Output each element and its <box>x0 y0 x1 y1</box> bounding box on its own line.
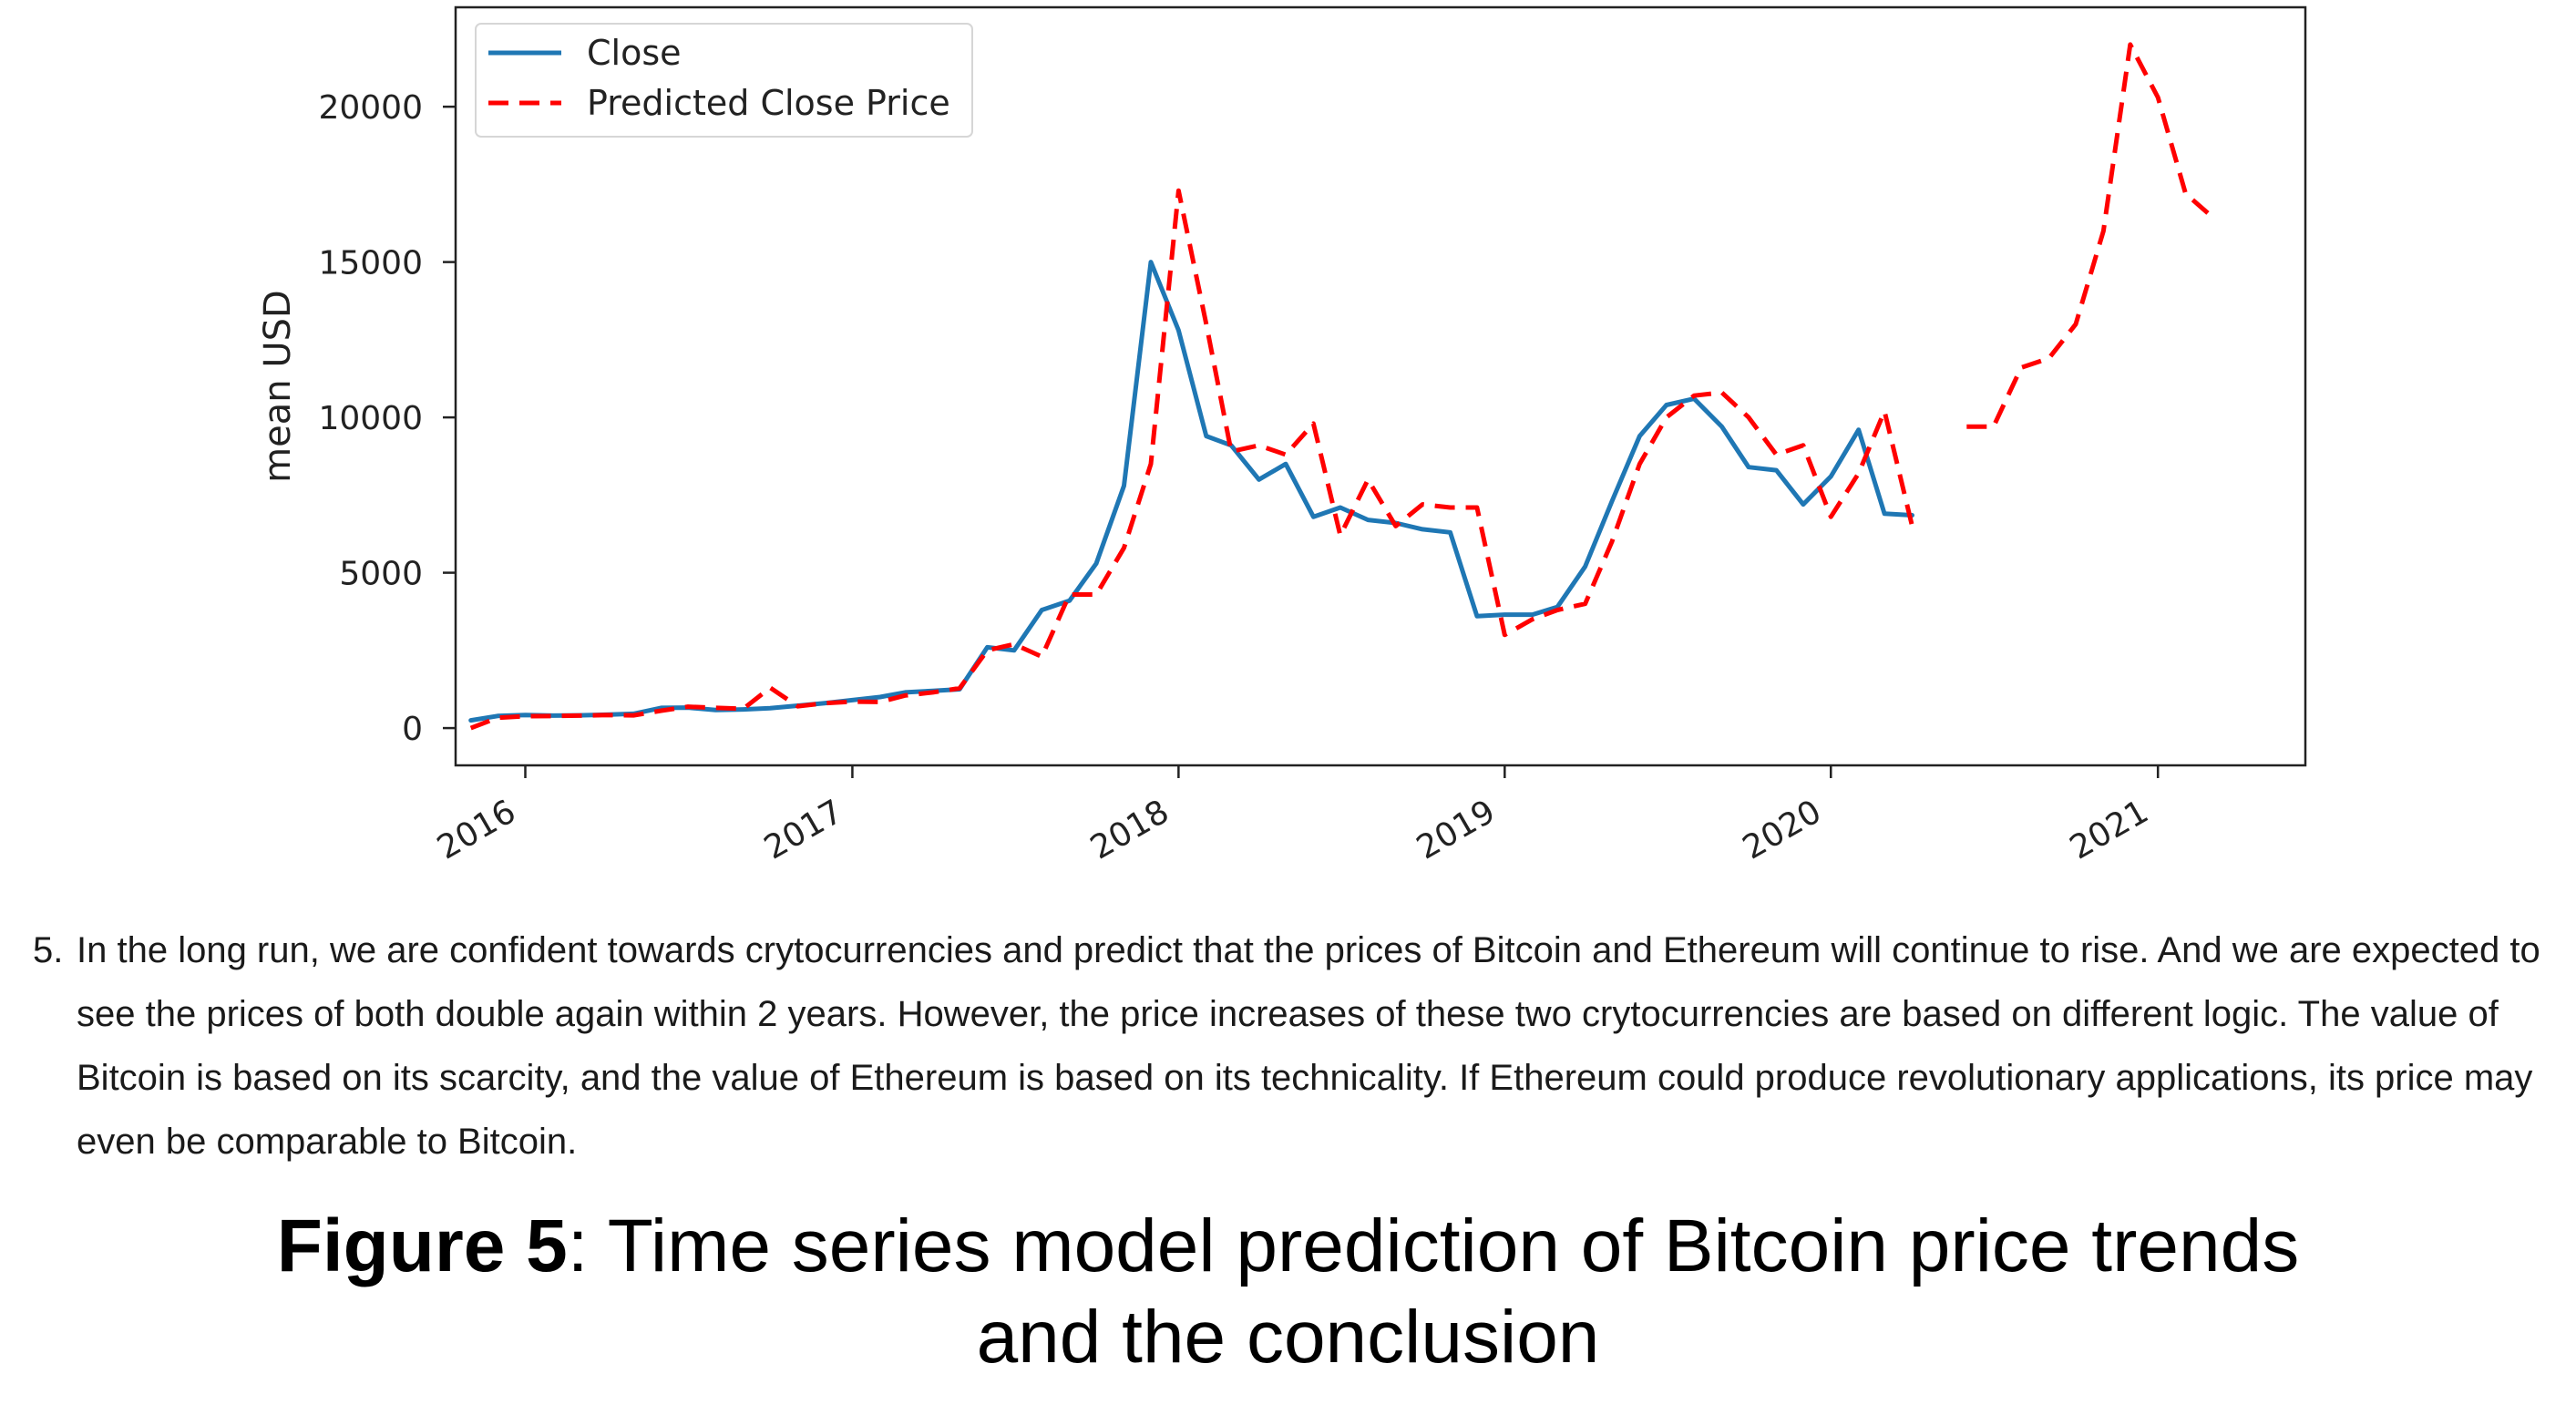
legend-label-close: Close <box>587 33 682 73</box>
caption-text-line2: and the conclusion <box>976 1296 1600 1379</box>
series-lines <box>468 42 2212 731</box>
conclusion-text: In the long run, we are confident toward… <box>77 930 2540 1162</box>
series-line-predicted <box>469 188 1914 731</box>
x-tick-label: 2017 <box>758 793 849 866</box>
x-axis: 2016 2017 2018 2019 2020 2021 <box>431 765 2160 867</box>
x-tick-label: 2016 <box>431 793 522 866</box>
y-tick-label: 10000 <box>318 400 423 437</box>
y-axis: 0 5000 10000 15000 20000 <box>318 89 456 748</box>
caption-label: Figure 5 <box>276 1205 568 1287</box>
y-tick-label: 20000 <box>318 89 423 127</box>
list-number: 5. <box>33 930 64 970</box>
caption-text-line1: : Time series model prediction of Bitcoi… <box>567 1205 2300 1287</box>
y-tick-label: 0 <box>402 711 423 748</box>
x-tick-label: 2018 <box>1084 793 1175 866</box>
x-tick-label: 2020 <box>1737 793 1828 866</box>
legend-label-predicted: Predicted Close Price <box>587 83 950 123</box>
figure-caption: Figure 5: Time series model prediction o… <box>0 1201 2576 1383</box>
legend: Close Predicted Close Price <box>475 23 973 138</box>
conclusion-paragraph: 5. In the long run, we are confident tow… <box>33 918 2557 1174</box>
y-tick-label: 5000 <box>339 556 423 593</box>
x-tick-label: 2019 <box>1411 793 1502 866</box>
y-axis-title: mean USD <box>257 290 299 483</box>
x-tick-label: 2021 <box>2064 793 2155 866</box>
price-chart: 0 5000 10000 15000 20000 2016 2017 2018 2019 202… <box>257 5 2307 867</box>
y-tick-label: 15000 <box>318 245 423 282</box>
legend-box <box>475 23 973 138</box>
series-line-close <box>468 260 1914 723</box>
series-line-predicted <box>1966 42 2212 429</box>
